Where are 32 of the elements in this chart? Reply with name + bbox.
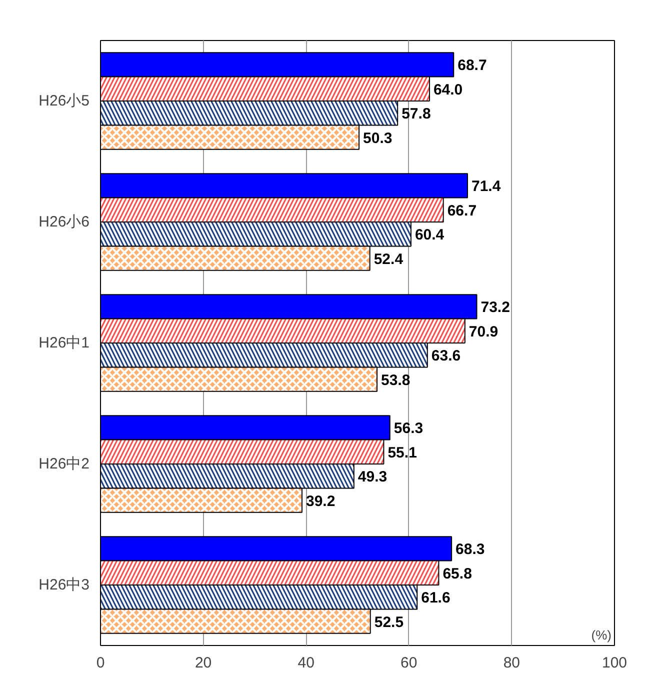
data-label: 65.8: [442, 565, 472, 582]
data-label: 73.2: [480, 299, 510, 316]
data-label: 60.4: [414, 226, 445, 244]
y-tick-label: H26中3: [38, 576, 90, 594]
data-label: 55.1: [388, 444, 417, 462]
data-label: 70.9: [468, 323, 498, 340]
data-label: 39.2: [306, 492, 336, 510]
data-label: 53.8: [381, 372, 410, 389]
data-label: 49.3: [358, 468, 388, 486]
data-label: 61.6: [421, 590, 450, 607]
data-label: 64.0: [433, 81, 463, 98]
annotation: (%): [591, 628, 612, 642]
data-label: 63.6: [431, 348, 461, 365]
y-tick-label: H26中1: [38, 334, 90, 352]
y-tick-label: H26小5: [38, 92, 90, 110]
x-tick-label: 80: [503, 654, 520, 672]
x-tick-label: 100: [602, 654, 628, 672]
y-tick-label: H26小6: [38, 214, 90, 230]
data-label: 50.3: [363, 130, 392, 147]
data-label: 66.7: [447, 202, 477, 220]
y-tick-label: H26中2: [38, 456, 90, 472]
data-label: 57.8: [402, 106, 431, 123]
data-label: 52.4: [374, 250, 404, 268]
data-label: 56.3: [394, 420, 424, 438]
x-tick-label: 20: [194, 654, 212, 672]
data-label: 68.3: [456, 541, 485, 558]
data-label: 68.7: [458, 57, 487, 74]
x-tick-label: 60: [400, 654, 418, 672]
x-tick-label: 0: [96, 654, 105, 672]
data-label: 52.5: [374, 614, 404, 631]
x-tick-label: 40: [298, 654, 314, 672]
data-label: 71.4: [471, 178, 502, 196]
